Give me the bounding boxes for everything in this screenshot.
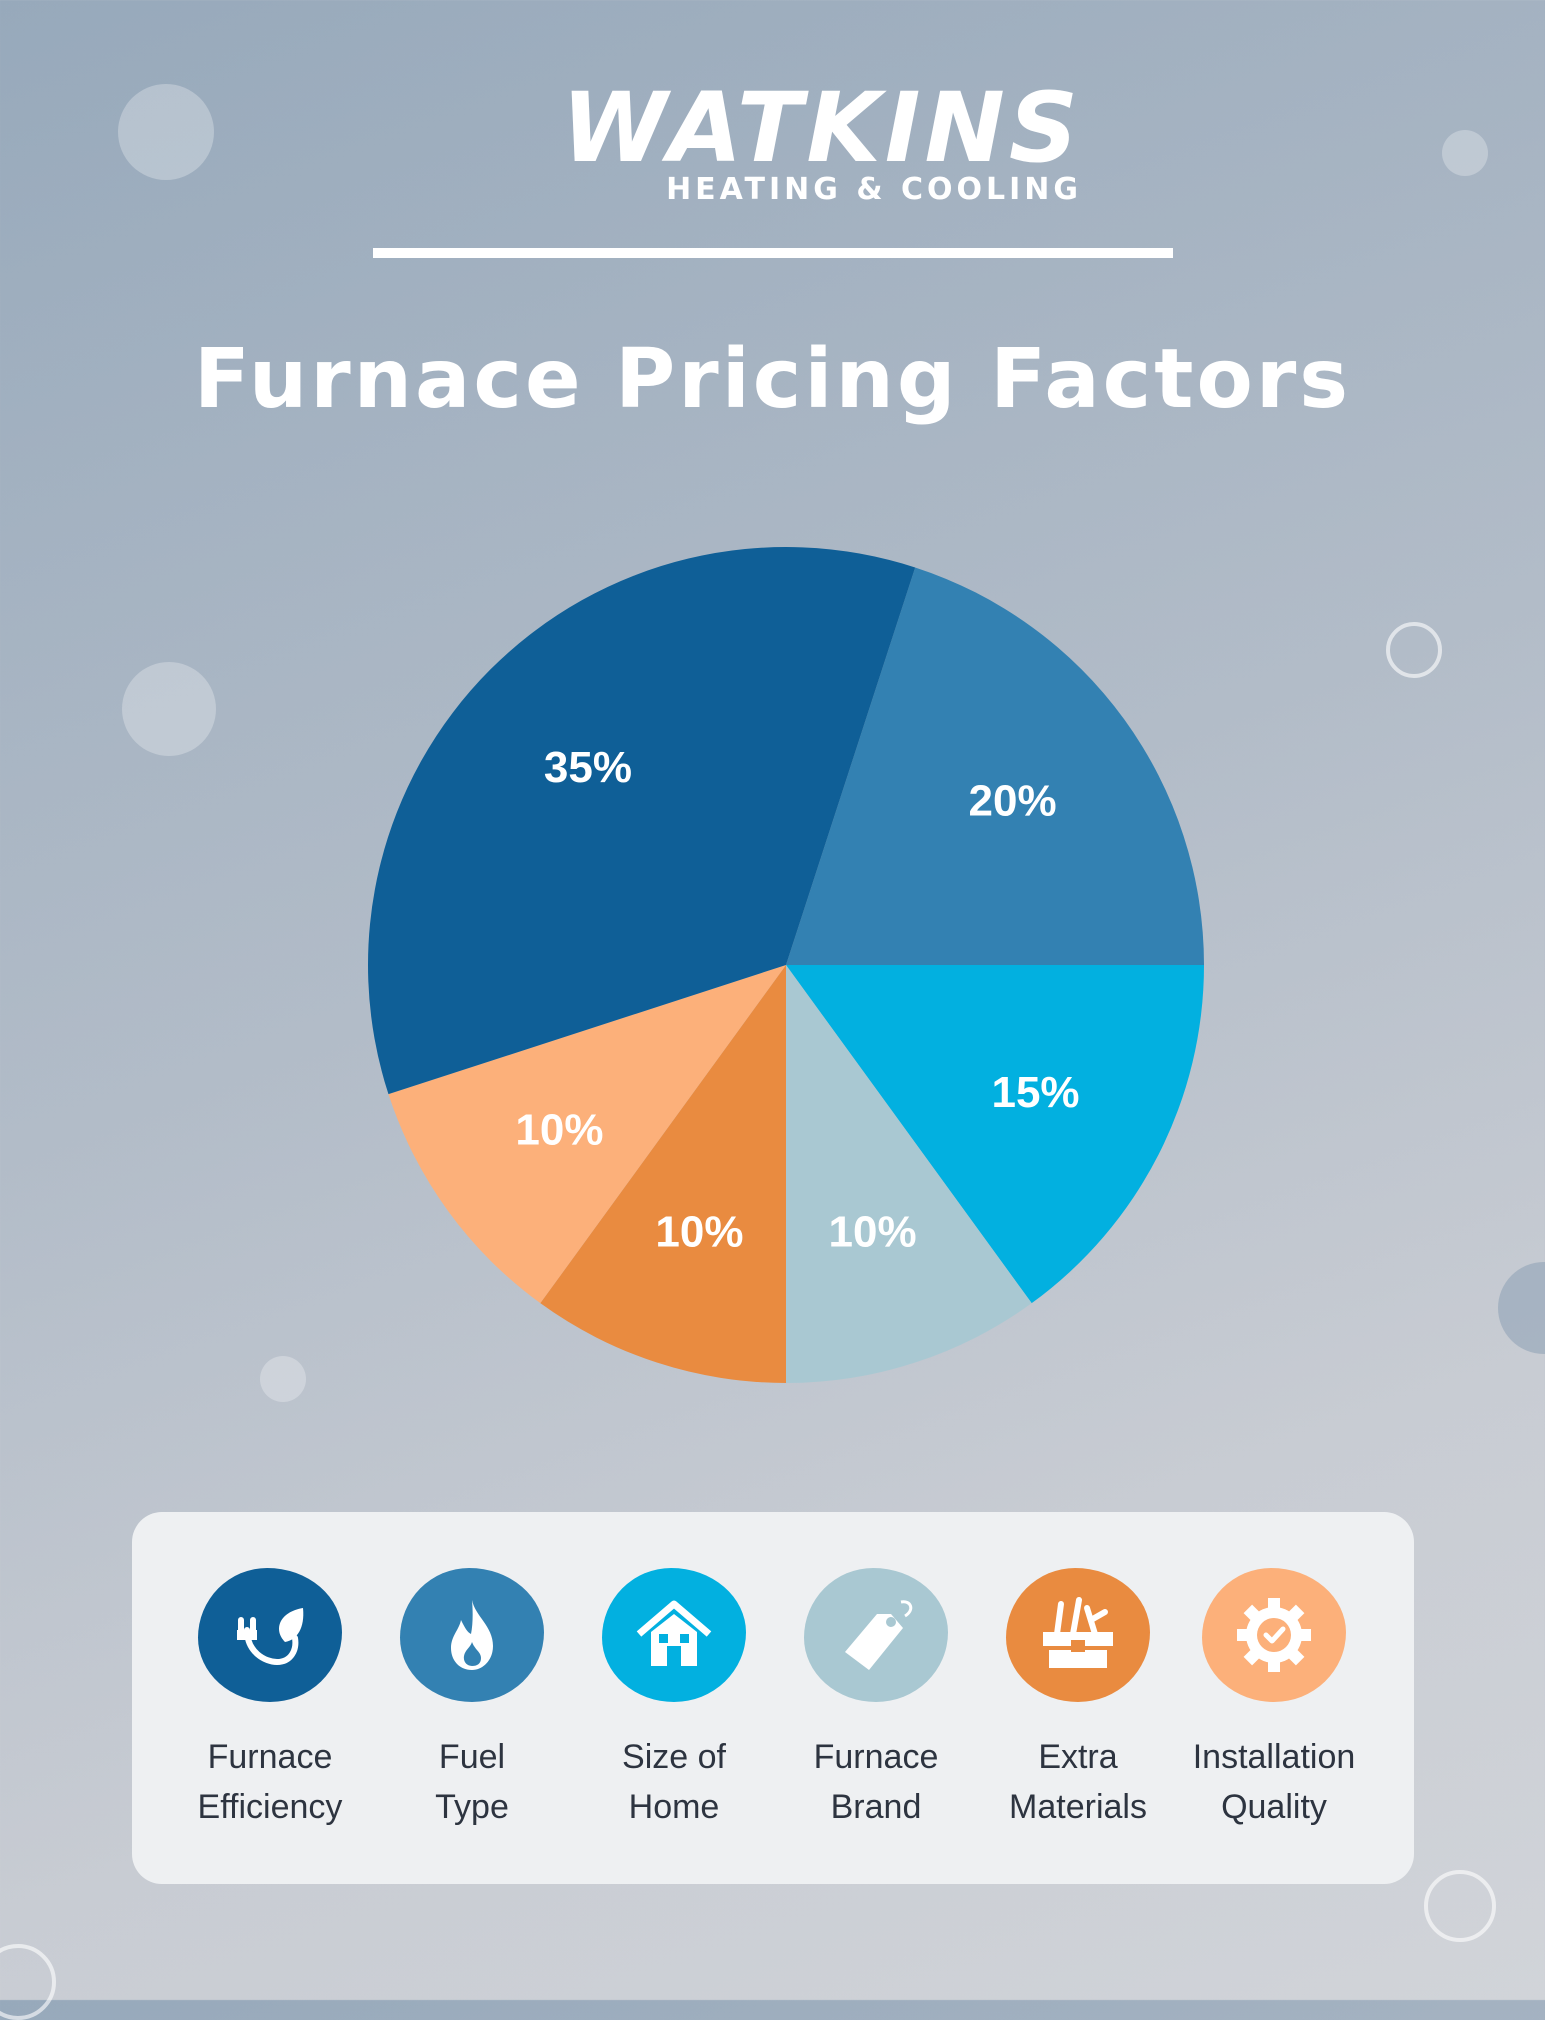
pie-slice (786, 965, 1204, 1304)
legend-label-line: Installation (1192, 1738, 1356, 1776)
decor-circle (260, 1356, 306, 1402)
legend-label-line: Type (435, 1788, 509, 1826)
toolbox-icon (1006, 1568, 1150, 1702)
slice-value-label: 20% (969, 776, 1057, 825)
legend-label: Fuel Type (372, 1732, 572, 1832)
decor-ring (1386, 622, 1442, 678)
brand-name: WATKINS (561, 72, 1082, 184)
plug-leaf-icon (198, 1568, 342, 1702)
legend-item: Furnace Efficiency (170, 1568, 370, 1832)
brand-subtitle: HEATING & COOLING (666, 172, 1082, 207)
pie-slice (368, 547, 916, 1095)
pie-slice (540, 965, 786, 1383)
flame-icon (400, 1568, 544, 1702)
decor-ring (1424, 1870, 1496, 1942)
pie-slice (786, 567, 1204, 965)
legend-label-line: Extra (1038, 1738, 1118, 1776)
legend-item: Installation Quality (1174, 1568, 1374, 1832)
legend-item: Size of Home (574, 1568, 774, 1832)
pie-chart: 20% 15% 10% 10% 10% 35% (368, 547, 1204, 1383)
legend-label: Furnace Efficiency (170, 1732, 370, 1832)
legend-label-line: Fuel (438, 1738, 506, 1776)
decor-ring (0, 1944, 56, 2020)
legend-panel: Furnace Efficiency Fuel Type Si (132, 1512, 1414, 1884)
slice-value-label: 10% (829, 1207, 917, 1256)
gear-check-icon (1202, 1568, 1346, 1702)
legend-label-line: Size of (622, 1738, 726, 1776)
legend-item: Furnace Brand (776, 1568, 976, 1832)
legend-label: Furnace Brand (776, 1732, 976, 1832)
legend-label: Installation Quality (1174, 1732, 1374, 1832)
header-divider (373, 248, 1173, 258)
decor-circle (1442, 130, 1488, 176)
legend-label-line: Home (628, 1788, 720, 1826)
slice-value-label: 10% (515, 1106, 603, 1155)
legend-label-line: Efficiency (197, 1788, 343, 1826)
slice-value-label: 15% (991, 1068, 1079, 1117)
legend-item: Fuel Type (372, 1568, 572, 1832)
legend-label-line: Brand (830, 1788, 922, 1826)
legend-item: Extra Materials (978, 1568, 1178, 1832)
legend-label-line: Quality (1221, 1788, 1327, 1826)
price-tag-icon (804, 1568, 948, 1702)
decor-circle (122, 662, 216, 756)
legend-label-line: Furnace (207, 1738, 333, 1776)
legend-label-line: Furnace (813, 1738, 939, 1776)
legend-label: Extra Materials (978, 1732, 1178, 1832)
pie-slice (388, 965, 786, 1304)
chart-title: Furnace Pricing Factors (193, 332, 1352, 427)
slice-value-label: 35% (544, 743, 632, 792)
legend-label-line: Materials (1009, 1788, 1147, 1826)
house-icon (602, 1568, 746, 1702)
decor-circle (118, 84, 214, 180)
slice-value-label: 10% (655, 1207, 743, 1256)
legend-label: Size of Home (574, 1732, 774, 1832)
pie-slice (786, 965, 1032, 1383)
